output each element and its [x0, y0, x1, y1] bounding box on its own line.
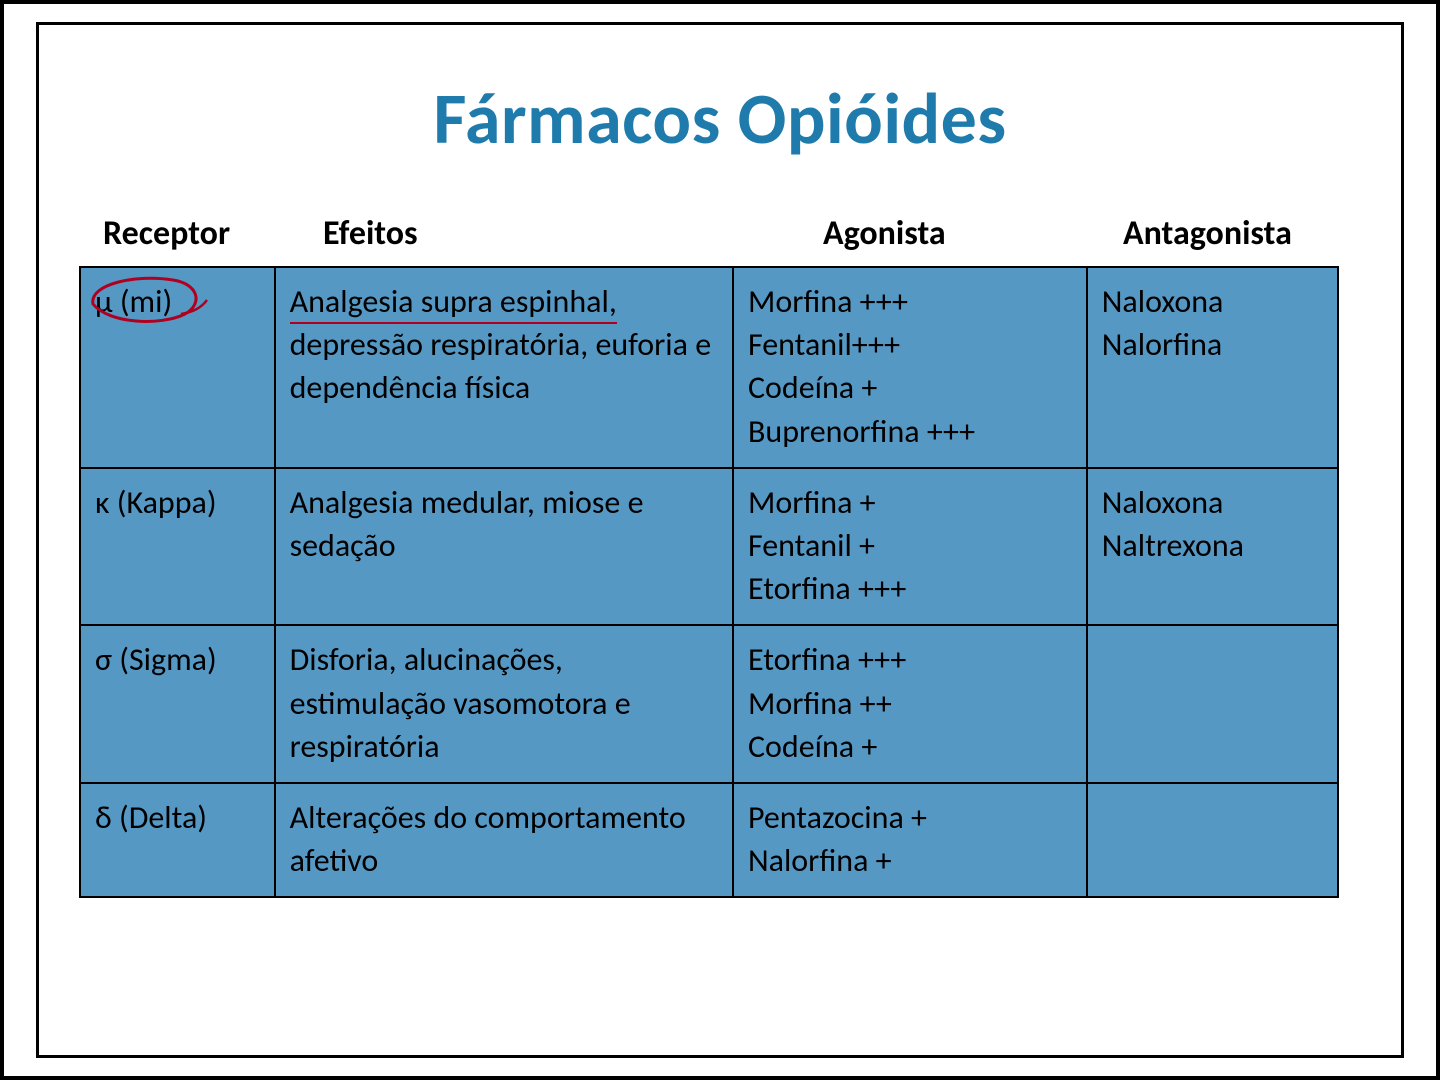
antagonista-line: Nalorfina	[1102, 323, 1323, 366]
cell-antagonista	[1087, 625, 1338, 783]
cell-receptor: σ (Sigma)	[80, 625, 275, 783]
agonista-line: Morfina ++	[748, 682, 1072, 725]
header-antagonista: Antagonista	[1123, 213, 1363, 254]
page-title: Fármacos Opióides	[79, 75, 1361, 163]
cell-receptor: μ (mi)	[80, 267, 275, 468]
cell-agonista: Pentazocina + Nalorfina +	[733, 783, 1087, 897]
header-receptor: Receptor	[103, 213, 283, 254]
cell-receptor: κ (Kappa)	[80, 468, 275, 626]
table-row: κ (Kappa) Analgesia medular, miose e sed…	[80, 468, 1338, 626]
antagonista-line: Naloxona	[1102, 481, 1323, 524]
agonista-line: Buprenorfina +++	[748, 410, 1072, 453]
cell-agonista: Morfina + Fentanil + Etorfina +++	[733, 468, 1087, 626]
agonista-line: Etorfina +++	[748, 638, 1072, 681]
receptor-label: σ (Sigma)	[95, 640, 217, 679]
table-row: δ (Delta) Alterações do comportamento af…	[80, 783, 1338, 897]
cell-efeitos: Analgesia supra espinhal, depressão resp…	[275, 267, 733, 468]
efeitos-underlined-text: Analgesia supra espinhal,	[290, 282, 617, 324]
agonista-line: Fentanil +	[748, 524, 1072, 567]
cell-antagonista: Naloxona Naltrexona	[1087, 468, 1338, 626]
agonista-line: Codeína +	[748, 725, 1072, 768]
agonista-line: Etorfina +++	[748, 567, 1072, 610]
opioid-receptor-table: μ (mi) Analgesia supra espinhal, depress…	[79, 266, 1339, 898]
agonista-line: Pentazocina +	[748, 796, 1072, 839]
antagonista-line: Naloxona	[1102, 280, 1323, 323]
cell-agonista: Morfina +++ Fentanil+++ Codeína + Bupren…	[733, 267, 1087, 468]
cell-antagonista	[1087, 783, 1338, 897]
cell-receptor: δ (Delta)	[80, 783, 275, 897]
cell-agonista: Etorfina +++ Morfina ++ Codeína +	[733, 625, 1087, 783]
agonista-line: Nalorfina +	[748, 839, 1072, 882]
cell-antagonista: Naloxona Nalorfina	[1087, 267, 1338, 468]
cell-efeitos: Alterações do comportamento afetivo	[275, 783, 733, 897]
agonista-line: Codeína +	[748, 366, 1072, 409]
antagonista-line: Naltrexona	[1102, 524, 1323, 567]
slide-outer-border: Fármacos Opióides Receptor Efeitos Agoni…	[0, 0, 1440, 1080]
cell-efeitos: Disforia, alucinações, estimulação vasom…	[275, 625, 733, 783]
receptor-label: κ (Kappa)	[95, 483, 217, 522]
header-efeitos: Efeitos	[283, 213, 763, 254]
slide-inner-border: Fármacos Opióides Receptor Efeitos Agoni…	[36, 22, 1404, 1058]
cell-efeitos: Analgesia medular, miose e sedação	[275, 468, 733, 626]
receptor-mu-circled: μ (mi)	[95, 280, 172, 323]
agonista-line: Fentanil+++	[748, 323, 1072, 366]
agonista-line: Morfina +++	[748, 280, 1072, 323]
agonista-line: Morfina +	[748, 481, 1072, 524]
table-headers-row: Receptor Efeitos Agonista Antagonista	[79, 213, 1361, 266]
table-row: μ (mi) Analgesia supra espinhal, depress…	[80, 267, 1338, 468]
receptor-label: δ (Delta)	[95, 798, 207, 837]
header-agonista: Agonista	[763, 213, 1123, 254]
efeitos-rest-text: depressão respiratória, euforia e depend…	[290, 325, 712, 407]
table-row: σ (Sigma) Disforia, alucinações, estimul…	[80, 625, 1338, 783]
receptor-label: μ (mi)	[95, 282, 172, 321]
